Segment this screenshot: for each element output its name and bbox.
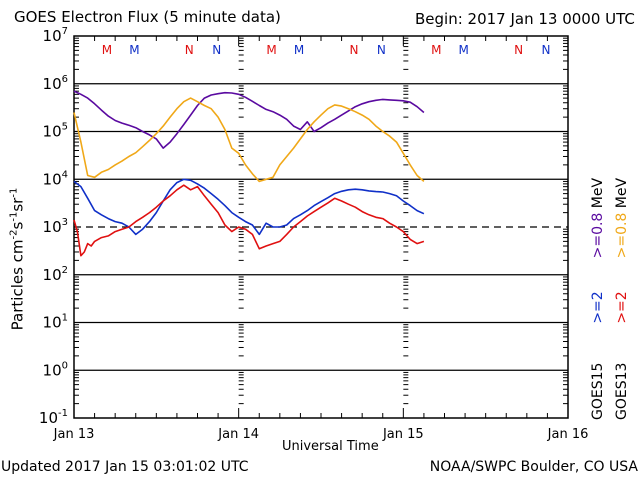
- marker-M: M: [294, 43, 304, 57]
- marker-N: N: [377, 43, 386, 57]
- legend-goes15: GOES15 >=2 >=0.8 MeV: [590, 178, 606, 420]
- marker-N: N: [514, 43, 523, 57]
- series-line-0: [73, 90, 425, 149]
- updated-timestamp: Updated 2017 Jan 15 03:01:02 UTC: [1, 459, 249, 475]
- y-tick-label: 101: [43, 313, 68, 332]
- series-line-2: [73, 178, 425, 236]
- legend-goes15-unit: MeV: [590, 177, 606, 209]
- x-tick-label: Jan 16: [547, 427, 589, 442]
- credit-text: NOAA/SWPC Boulder, CO USA: [429, 459, 638, 475]
- x-tick-label: Jan 13: [53, 427, 95, 442]
- marker-N: N: [349, 43, 358, 57]
- legend-goes13-2mev: >=2: [614, 291, 630, 324]
- x-tick-label: Jan 14: [217, 427, 259, 442]
- y-tick-label: 104: [43, 169, 68, 188]
- begin-time: Begin: 2017 Jan 13 0000 UTC: [415, 10, 635, 28]
- legend-goes15-2mev: >=2: [590, 291, 606, 324]
- y-tick-label: 10-1: [39, 408, 68, 427]
- y-tick-label: 103: [43, 217, 68, 236]
- marker-M: M: [266, 43, 276, 57]
- marker-N: N: [542, 43, 551, 57]
- legend-goes13-08mev: >=0.8: [614, 212, 630, 259]
- chart-title: GOES Electron Flux (5 minute data): [14, 8, 281, 26]
- series-line-3: [73, 184, 425, 257]
- legend-goes15-08mev: >=0.8: [590, 212, 606, 259]
- marker-M: M: [129, 43, 139, 57]
- marker-M: M: [431, 43, 441, 57]
- legend-goes15-sat: GOES15: [590, 362, 606, 420]
- marker-N: N: [212, 43, 221, 57]
- y-tick-label: 102: [43, 265, 68, 284]
- y-tick-label: 100: [43, 360, 68, 379]
- legend-goes13-unit: MeV: [614, 177, 630, 209]
- y-tick-label: 106: [43, 74, 68, 93]
- x-axis-label: Universal Time: [282, 439, 379, 454]
- x-tick-label: Jan 15: [382, 427, 424, 442]
- marker-M: M: [459, 43, 469, 57]
- y-tick-label: 105: [43, 122, 68, 141]
- marker-N: N: [185, 43, 194, 57]
- marker-M: M: [102, 43, 112, 57]
- legend-goes13-sat: GOES13: [614, 362, 630, 420]
- y-tick-label: 107: [43, 26, 68, 45]
- series-line-1: [73, 97, 425, 183]
- legend-goes13: GOES13 >=2 >=0.8 MeV: [614, 178, 630, 420]
